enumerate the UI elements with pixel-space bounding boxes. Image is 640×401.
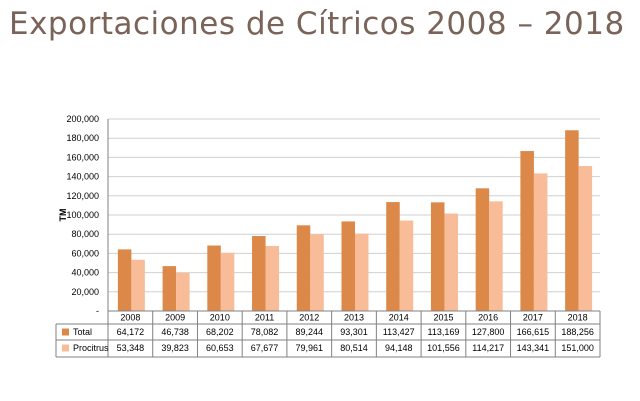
y-tick-label: - — [96, 306, 99, 316]
data-label: 94,148 — [385, 343, 413, 353]
y-tick-label: 40,000 — [71, 268, 99, 278]
data-label: 143,341 — [517, 343, 550, 353]
x-tick-label: 2011 — [255, 313, 274, 323]
data-label: 67,677 — [251, 343, 279, 353]
bar-procitrus-2018 — [578, 166, 593, 311]
x-tick-label: 2015 — [433, 313, 453, 323]
data-label: 60,653 — [206, 343, 234, 353]
bar-procitrus-2012 — [310, 234, 324, 311]
data-label: 188,256 — [561, 327, 594, 337]
bar-total-2008 — [117, 249, 132, 311]
y-tick-label: 120,000 — [66, 191, 99, 201]
legend-swatch-procitrus — [62, 344, 69, 352]
bar-total-2014 — [386, 202, 400, 311]
y-tick-label: 60,000 — [71, 248, 99, 258]
bar-total-2012 — [296, 225, 311, 311]
data-label: 39,823 — [161, 343, 189, 353]
bar-total-2018 — [565, 130, 579, 311]
bar-total-2010 — [207, 245, 221, 311]
bar-procitrus-2014 — [399, 220, 414, 311]
y-tick-label: 140,000 — [66, 172, 99, 182]
x-tick-label: 2016 — [478, 313, 498, 323]
data-label: 79,961 — [296, 343, 324, 353]
y-tick-label: 100,000 — [66, 210, 99, 220]
data-label: 151,000 — [561, 343, 594, 353]
x-tick-label: 2013 — [344, 313, 364, 323]
data-label: 53,348 — [117, 343, 145, 353]
legend-label-procitrus: Procitrus — [73, 343, 109, 353]
bar-procitrus-2009 — [176, 272, 190, 311]
data-label: 113,169 — [428, 327, 460, 337]
page-title: Exportaciones de Cítricos 2008 – 2018 — [9, 6, 625, 42]
data-label: 78,082 — [251, 327, 279, 337]
y-tick-label: 200,000 — [66, 114, 99, 124]
x-tick-label: 2017 — [523, 313, 543, 323]
data-label: 89,244 — [296, 327, 324, 337]
x-tick-label: 2012 — [299, 313, 319, 323]
bar-procitrus-2013 — [355, 233, 369, 311]
data-label: 46,738 — [161, 327, 189, 337]
bar-total-2017 — [520, 151, 534, 311]
x-tick-label: 2014 — [389, 313, 409, 323]
data-label: 68,202 — [206, 327, 234, 337]
bar-procitrus-2017 — [533, 173, 548, 311]
bar-total-2009 — [162, 266, 177, 311]
bar-procitrus-2015 — [444, 213, 458, 311]
data-label: 127,800 — [472, 327, 505, 337]
bar-total-2015 — [430, 202, 445, 311]
data-label: 64,172 — [117, 327, 145, 337]
data-label: 93,301 — [340, 327, 368, 337]
data-label: 80,514 — [340, 343, 368, 353]
x-tick-label: 2010 — [210, 313, 230, 323]
data-label: 114,217 — [472, 343, 504, 353]
x-tick-label: 2018 — [568, 313, 588, 323]
x-tick-label: 2009 — [165, 313, 185, 323]
bar-total-2011 — [252, 236, 266, 311]
y-tick-label: 160,000 — [66, 152, 99, 162]
bar-procitrus-2011 — [265, 246, 280, 311]
y-tick-label: 180,000 — [66, 133, 99, 143]
bar-total-2016 — [475, 188, 490, 311]
data-label: 101,556 — [427, 343, 460, 353]
data-label: 166,615 — [517, 327, 550, 337]
legend-label-total: Total — [73, 327, 92, 337]
bar-procitrus-2010 — [220, 252, 235, 311]
y-axis-label: TM — [58, 209, 68, 222]
bar-procitrus-2008 — [131, 259, 145, 311]
legend-swatch-total — [62, 328, 69, 336]
y-tick-label: 20,000 — [71, 287, 99, 297]
y-tick-label: 80,000 — [71, 229, 99, 239]
data-label: 113,427 — [383, 327, 415, 337]
x-tick-label: 2008 — [120, 313, 140, 323]
bar-procitrus-2016 — [489, 201, 503, 311]
bar-total-2013 — [341, 221, 355, 311]
